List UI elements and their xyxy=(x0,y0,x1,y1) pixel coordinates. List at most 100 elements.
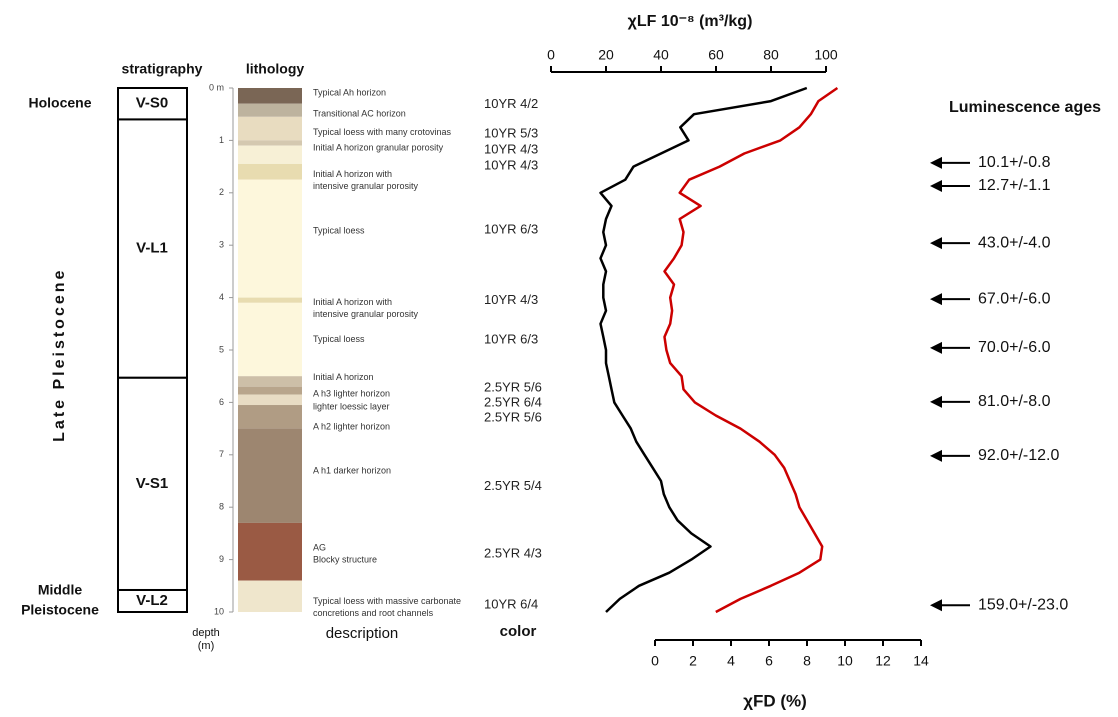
lithology-layer xyxy=(238,103,302,117)
color-header: color xyxy=(500,623,537,640)
age-label: 70.0+/-6.0 xyxy=(978,339,1051,356)
lithology-layer xyxy=(238,302,302,377)
top-tick-label: 40 xyxy=(653,47,669,63)
age-label: 159.0+/-23.0 xyxy=(978,596,1068,613)
description: Initial A horizon xyxy=(313,372,374,382)
age-arrowhead xyxy=(930,156,942,169)
munsell-color: 2.5YR 5/6 xyxy=(484,410,542,425)
description: Typical loess with massive carbonate xyxy=(313,596,461,606)
lithology-layer xyxy=(238,580,302,612)
description-header: description xyxy=(326,625,399,642)
depth-tick-label: 4 xyxy=(219,292,224,302)
lithology-layer xyxy=(238,116,302,141)
unit-label: V-L2 xyxy=(136,592,168,609)
profile-line xyxy=(663,86,839,614)
unit-box xyxy=(117,118,188,379)
top-tick-label: 100 xyxy=(814,47,838,63)
depth-tick-label: 6 xyxy=(219,397,224,407)
description: intensive granular porosity xyxy=(313,309,419,319)
bottom-tick-label: 14 xyxy=(913,653,929,669)
age-arrowhead xyxy=(930,395,942,408)
bottom-tick-label: 10 xyxy=(837,653,853,669)
age-arrowhead xyxy=(930,341,942,354)
munsell-color: 2.5YR 5/4 xyxy=(484,478,542,493)
description: Initial A horizon with xyxy=(313,169,392,179)
munsell-color: 10YR 4/3 xyxy=(484,141,538,156)
munsell-color: 10YR 5/3 xyxy=(484,126,538,141)
unit-box xyxy=(117,87,188,121)
munsell-color: 2.5YR 5/6 xyxy=(484,380,542,395)
description: Typical loess with many crotovinas xyxy=(313,127,452,137)
description: Initial A horizon with xyxy=(313,297,392,307)
munsell-color: 10YR 6/3 xyxy=(484,331,538,346)
lithology-layer xyxy=(238,88,302,104)
bottom-tick-label: 8 xyxy=(803,653,811,669)
munsell-color: 10YR 6/3 xyxy=(484,221,538,236)
age-arrowhead xyxy=(930,179,942,192)
depth-tick-label: 8 xyxy=(219,502,224,512)
depth-label: depth xyxy=(192,627,220,639)
lithology-layer xyxy=(238,145,302,164)
top-axis-title: χLF 10⁻⁸ (m³/kg) xyxy=(628,13,753,30)
bottom-tick-label: 6 xyxy=(765,653,773,669)
period-label: Middle xyxy=(38,582,83,598)
munsell-color: 2.5YR 4/3 xyxy=(484,545,542,560)
unit-box xyxy=(117,588,188,614)
description: Typical loess xyxy=(313,225,365,235)
lithology-layer xyxy=(238,405,302,429)
depth-tick-label: 2 xyxy=(219,187,224,197)
lithology-layer xyxy=(238,163,302,180)
bottom-tick-label: 2 xyxy=(689,653,697,669)
munsell-color: 10YR 4/2 xyxy=(484,96,538,111)
unit-label: V-S1 xyxy=(136,475,169,492)
description: A h2 lighter horizon xyxy=(313,421,390,431)
munsell-color: 10YR 4/3 xyxy=(484,158,538,173)
munsell-color: 2.5YR 6/4 xyxy=(484,394,542,409)
depth-tick-label: 9 xyxy=(219,554,224,564)
depth-tick-label: 1 xyxy=(219,135,224,145)
stratigraphy-header: stratigraphy xyxy=(122,61,203,77)
age-arrowhead xyxy=(930,237,942,250)
munsell-color: 10YR 6/4 xyxy=(484,597,538,612)
period-label: Pleistocene xyxy=(21,602,99,618)
munsell-color: 10YR 4/3 xyxy=(484,292,538,307)
age-arrowhead xyxy=(930,293,942,306)
description: intensive granular porosity xyxy=(313,181,419,191)
age-label: 12.7+/-1.1 xyxy=(978,177,1051,194)
description: concretions and root channels xyxy=(313,608,434,618)
depth-tick-label: 5 xyxy=(219,344,224,354)
top-tick-label: 0 xyxy=(547,47,555,63)
lithology-layer xyxy=(238,376,302,387)
description: A h1 darker horizon xyxy=(313,465,391,475)
unit-label: V-L1 xyxy=(136,240,168,257)
lithology-layer xyxy=(238,386,302,395)
age-label: 10.1+/-0.8 xyxy=(978,154,1051,171)
description: Typical loess xyxy=(313,334,365,344)
bottom-tick-label: 4 xyxy=(727,653,735,669)
age-label: 81.0+/-8.0 xyxy=(978,393,1051,410)
bottom-tick-label: 12 xyxy=(875,653,891,669)
description: Initial A horizon granular porosity xyxy=(313,143,444,153)
description: AG xyxy=(313,542,326,552)
lithology-layer xyxy=(238,179,302,298)
description: A h3 lighter horizon xyxy=(313,388,390,398)
description: Typical Ah horizon xyxy=(313,88,386,98)
period-label: Late Pleistocene xyxy=(51,268,68,442)
description: lighter loessic layer xyxy=(313,401,390,411)
age-label: 67.0+/-6.0 xyxy=(978,290,1051,307)
top-tick-label: 80 xyxy=(763,47,779,63)
depth-tick-label: 7 xyxy=(219,449,224,459)
bottom-tick-label: 0 xyxy=(651,653,659,669)
lithology-layer xyxy=(238,140,302,146)
description: Blocky structure xyxy=(313,554,377,564)
age-label: 43.0+/-4.0 xyxy=(978,234,1051,251)
top-tick-label: 60 xyxy=(708,47,724,63)
depth-tick-label: 3 xyxy=(219,240,224,250)
depth-tick-label: 10 xyxy=(214,606,224,616)
lithology-header: lithology xyxy=(246,61,305,77)
depth-tick-label: 0 m xyxy=(209,82,224,92)
lithology-layer xyxy=(238,394,302,406)
age-arrowhead xyxy=(930,599,942,612)
description: Transitional AC horizon xyxy=(313,109,406,119)
